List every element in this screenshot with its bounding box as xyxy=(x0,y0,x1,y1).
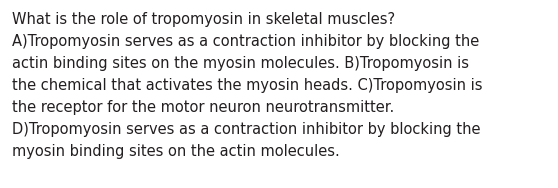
Text: actin binding sites on the myosin molecules. B)Tropomyosin is: actin binding sites on the myosin molecu… xyxy=(12,56,469,71)
Text: A)Tropomyosin serves as a contraction inhibitor by blocking the: A)Tropomyosin serves as a contraction in… xyxy=(12,34,479,49)
Text: What is the role of tropomyosin in skeletal muscles?: What is the role of tropomyosin in skele… xyxy=(12,12,395,27)
Text: the chemical that activates the myosin heads. C)Tropomyosin is: the chemical that activates the myosin h… xyxy=(12,78,483,93)
Text: the receptor for the motor neuron neurotransmitter.: the receptor for the motor neuron neurot… xyxy=(12,100,395,115)
Text: myosin binding sites on the actin molecules.: myosin binding sites on the actin molecu… xyxy=(12,144,340,159)
Text: D)Tropomyosin serves as a contraction inhibitor by blocking the: D)Tropomyosin serves as a contraction in… xyxy=(12,122,480,137)
